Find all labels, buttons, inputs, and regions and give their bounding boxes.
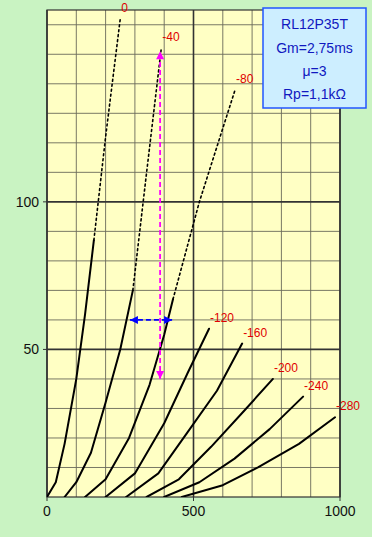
- plate-curve-extension: [173, 90, 235, 300]
- x-minor-grid-line: [222, 10, 223, 497]
- x-tick-label: 0: [43, 503, 51, 519]
- curve-label: -120: [210, 311, 234, 325]
- page: {"chart_data": { "type": "line", "title"…: [0, 0, 372, 537]
- curve-labels: 0 -40 -80 -120 -160 -200 -240 -280: [121, 1, 360, 413]
- plate-curve: [147, 379, 273, 497]
- x-minor-grid-line: [105, 10, 106, 497]
- y-tick: [43, 201, 47, 202]
- y-grid-line: [47, 349, 340, 351]
- info-box-frame: [263, 8, 366, 108]
- info-box: RL12P35T Gm=2,75ms μ=3 Rp=1,1kΩ: [263, 8, 366, 108]
- plate-curve-extension: [133, 48, 161, 290]
- curve-label: 0: [121, 1, 128, 15]
- y-tick: [43, 349, 47, 350]
- x-tick-label: 1000: [324, 503, 355, 519]
- x-tick: [47, 497, 48, 501]
- annotation-arrow: [159, 51, 161, 379]
- x-tick: [340, 497, 341, 501]
- plate-curve-extension: [94, 19, 120, 240]
- curve-label: -40: [162, 30, 180, 44]
- arrow-head: [130, 316, 138, 324]
- curve-label: -200: [274, 361, 298, 375]
- y-tick-label: 100: [16, 194, 40, 210]
- x-tick-label: 500: [182, 503, 206, 519]
- y-tick-label: 50: [23, 341, 39, 357]
- plate-curve: [164, 397, 303, 497]
- curve-label: -240: [304, 379, 328, 393]
- curve-label: -80: [236, 72, 254, 86]
- arrow-head: [156, 371, 164, 379]
- curve-label: -280: [336, 399, 360, 413]
- subtitle-line: Gm=2,75ms: [276, 40, 353, 56]
- plate-curve: [47, 240, 94, 497]
- tick-labels: 0 500 1000 50 100: [16, 194, 356, 519]
- annotations: [130, 51, 172, 379]
- arrow-head: [156, 51, 164, 59]
- arrow-head: [164, 316, 172, 324]
- subtitle-line: μ=3: [302, 63, 326, 79]
- plate-curve: [65, 290, 133, 497]
- curve-label: -160: [243, 326, 267, 340]
- plate-curve: [182, 417, 335, 497]
- chart: 05001000501000-40-80-120-160-200-240-280…: [0, 0, 372, 537]
- x-tick: [193, 497, 194, 501]
- title: RL12P35T: [281, 16, 348, 32]
- subtitle-line: Rp=1,1kΩ: [283, 86, 346, 102]
- x-minor-grid-line: [76, 10, 77, 497]
- y-grid-line: [47, 201, 340, 203]
- plate-curve: [106, 329, 209, 497]
